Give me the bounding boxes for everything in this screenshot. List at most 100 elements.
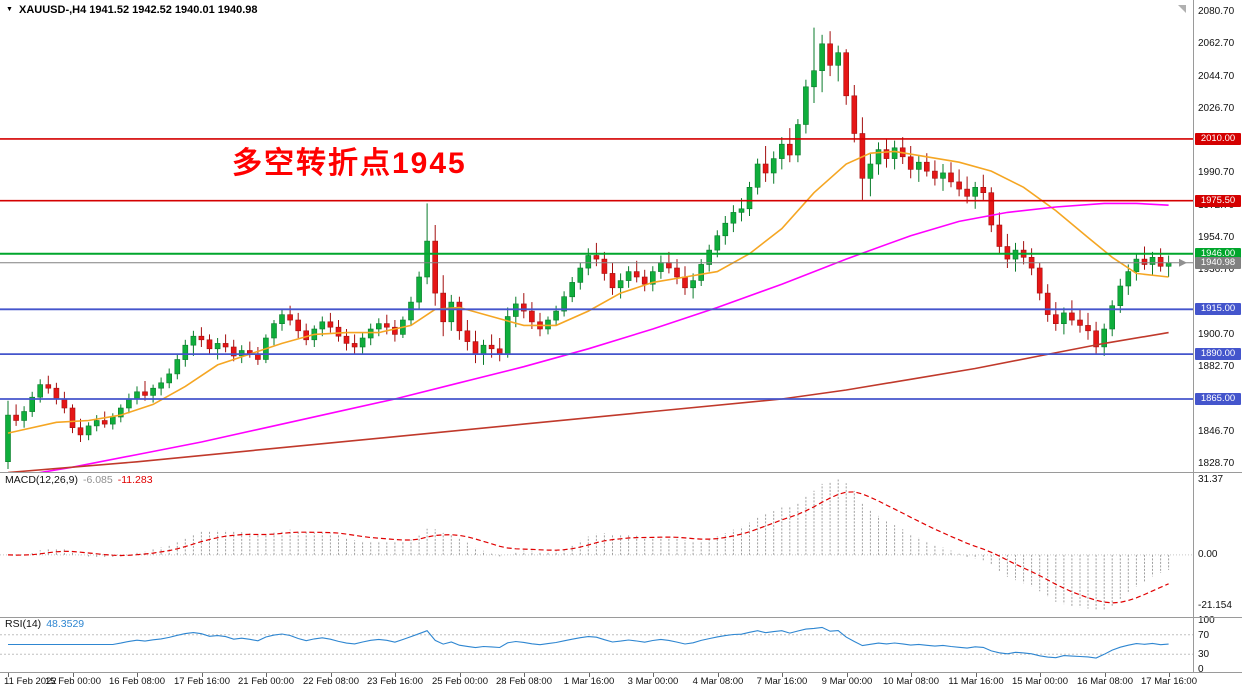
candle-body [335,326,342,337]
candle-body [520,303,527,312]
candle-body [375,323,382,330]
candle-body [625,271,632,281]
candle-body [29,396,36,412]
candle-body [464,330,471,342]
candle-body [706,249,713,265]
time-label: 3 Mar 00:00 [627,676,679,687]
time-tick [395,673,396,677]
time-label: 16 Feb 08:00 [109,676,165,687]
candle-body [45,384,52,389]
price-tick: 1936.70 [1198,264,1235,275]
symbol-period-label: XAUUSD-,H4 [19,4,87,16]
price-tick: 2044.70 [1198,71,1235,82]
price-tick: 1954.70 [1198,232,1235,243]
time-label: 15 Mar 00:00 [1012,676,1068,687]
candle-body [1061,312,1067,324]
price-label-2010.00: 2010.00 [1195,133,1241,145]
candle-body [593,255,600,260]
price-label-1940.98: 1940.98 [1195,257,1241,269]
candle-body [319,321,326,330]
candle-body [529,310,535,323]
candle-body [948,172,954,183]
candle-body [416,276,422,303]
candle-body [158,382,164,389]
candle-body [134,391,140,400]
candle-body [746,187,753,210]
candle-body [585,255,592,269]
candle-body [786,143,793,156]
price-tick: 1990.70 [1198,167,1235,178]
rsi-indicator-panel[interactable] [0,617,1193,672]
macd-label: MACD(12,26,9) [5,474,78,486]
price-axis[interactable]: 2080.702062.702044.702026.701990.701972.… [1194,0,1242,675]
time-label: 28 Feb 08:00 [496,676,552,687]
macd-signal-line [7,491,1169,604]
chart-legend: ▼ XAUUSD-,H4 1941.52 1942.52 1940.01 194… [6,4,258,16]
candle-body [190,335,197,346]
time-tick [782,673,783,677]
annotation-text[interactable]: 多空转折点1945 [232,147,467,180]
time-label: 11 Mar 16:00 [948,676,1004,687]
candle-body [408,301,414,321]
macd-signal-value: -11.283 [117,474,153,486]
candle-body [617,280,624,289]
candle-body [722,222,729,237]
candle-body [843,52,850,97]
time-tick [1105,673,1106,677]
candle-body [110,416,116,425]
candle-body [770,158,777,174]
candle-body [222,343,229,348]
time-label: 1 Mar 16:00 [563,676,615,687]
time-tick [1169,673,1170,677]
candle-body [964,188,970,197]
time-label: 22 Feb 08:00 [303,676,359,687]
candle-body [633,271,640,278]
candle-body [166,373,172,384]
candle-body [682,276,688,289]
candle-body [512,303,519,317]
candle-body [1125,271,1132,287]
candle-body [1093,330,1099,348]
candle-body [1085,325,1091,332]
chart-shift-icon [1178,5,1186,13]
time-label: 11 Feb 2022 [4,676,57,687]
time-tick [202,673,203,677]
candle-body [883,149,890,159]
candle-body [545,319,551,330]
time-tick [976,673,977,677]
candle-body [1141,258,1148,265]
candle-body [940,172,946,179]
rsi-axis-label: 100 [1198,615,1215,626]
macd-indicator-panel[interactable] [0,472,1193,617]
time-label: 23 Feb 16:00 [367,676,423,687]
candle-body [21,411,27,421]
macd-axis-label: 0.00 [1198,549,1218,560]
candle-body [1133,258,1140,273]
candle-body [53,387,60,400]
candle-body [915,161,922,170]
candle-body [327,321,334,328]
candle-body [674,267,680,278]
candle-body [150,387,156,396]
time-tick [589,673,590,677]
candle-body [182,344,189,360]
macd-axis-label: 31.37 [1198,474,1224,485]
candle-body [601,258,608,274]
candle-body [1044,292,1051,315]
candle-body [795,124,801,156]
candle-body [359,337,366,348]
panel-separator-macd [0,472,1242,473]
candle-body [569,282,576,298]
symbol-dropdown-icon[interactable]: ▼ [6,6,13,13]
candle-body [287,314,293,321]
main-price-chart[interactable] [0,0,1193,472]
candle-body [690,280,696,289]
candle-body [972,187,979,197]
candle-body [93,420,100,427]
time-tick [524,673,525,677]
time-axis[interactable]: 11 Feb 2022 15 Feb 00:00 16 Feb 08:00 17 Fe… [0,673,1242,688]
candle-body [907,156,914,170]
rsi-line [8,626,1169,659]
candle-body [553,310,559,321]
candle-body [658,262,664,272]
